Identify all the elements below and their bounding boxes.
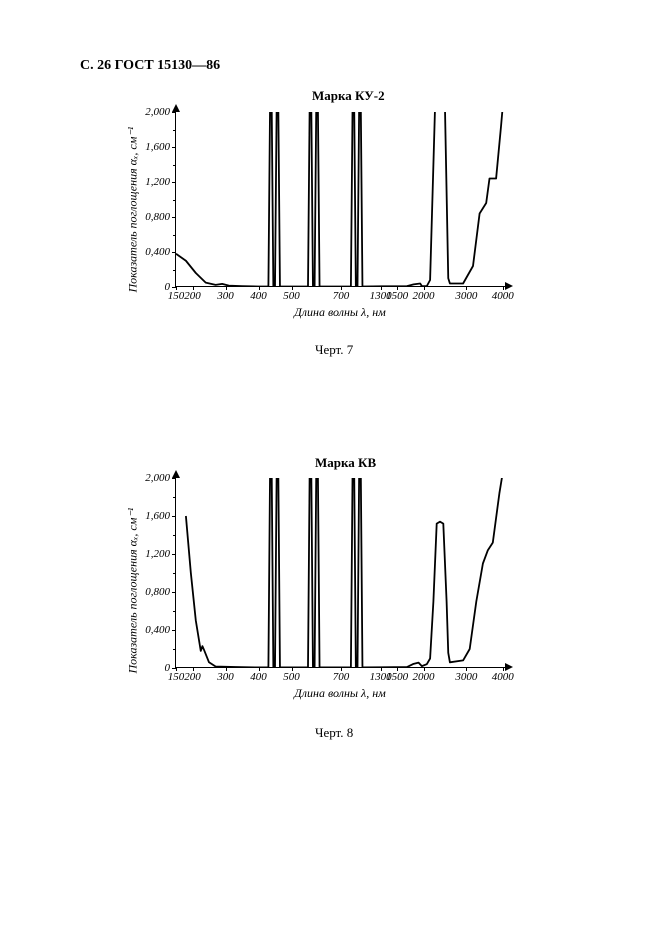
x-tick-label: 300 — [217, 671, 234, 683]
x-tick-label: 2000 — [413, 290, 435, 302]
page-header: С. 26 ГОСТ 15130—86 — [80, 58, 220, 74]
y-tick — [172, 182, 176, 183]
y-tick — [172, 112, 176, 113]
y-tick-label: 1,600 — [145, 141, 170, 153]
x-tick-label: 3000 — [455, 671, 477, 683]
y-tick-minor — [173, 200, 176, 201]
y-tick-label: 1,600 — [145, 510, 170, 522]
y-axis-arrow-icon — [172, 104, 180, 112]
y-tick-minor — [173, 611, 176, 612]
y-tick-label: 0,400 — [145, 624, 170, 636]
y-tick — [172, 217, 176, 218]
x-tick-label: 3000 — [455, 290, 477, 302]
y-tick — [172, 630, 176, 631]
y-tick-label: 2,000 — [145, 106, 170, 118]
x-tick-label: 150 — [168, 671, 185, 683]
x-tick-label: 500 — [283, 671, 300, 683]
y-tick-minor — [173, 573, 176, 574]
y-tick-label: 0,800 — [145, 586, 170, 598]
chart1-xlabel: Длина волны λ, нм — [175, 305, 505, 320]
x-axis-arrow-icon — [505, 282, 513, 290]
y-axis-arrow-icon — [172, 470, 180, 478]
y-tick — [172, 516, 176, 517]
y-tick-minor — [173, 130, 176, 131]
x-tick-label: 400 — [250, 671, 267, 683]
chart2-container: Показатель поглощения αₓ, см⁻¹ 00,4000,8… — [175, 478, 505, 668]
x-tick-label: 700 — [333, 671, 350, 683]
y-tick — [172, 478, 176, 479]
y-tick-minor — [173, 270, 176, 271]
y-tick — [172, 592, 176, 593]
y-tick — [172, 554, 176, 555]
chart2-curve — [176, 478, 506, 668]
chart2-plot: 00,4000,8001,2001,6002,00015020030040050… — [175, 478, 505, 668]
y-tick-label: 0,400 — [145, 246, 170, 258]
x-tick-label: 4000 — [492, 290, 514, 302]
x-tick-label: 500 — [283, 290, 300, 302]
chart1-curve — [176, 112, 506, 287]
y-tick-minor — [173, 649, 176, 650]
chart2-caption: Черт. 8 — [315, 725, 353, 741]
x-axis-arrow-icon — [505, 663, 513, 671]
x-tick-label: 150 — [168, 290, 185, 302]
chart1-ylabel: Показатель поглощения αₓ, см⁻¹ — [126, 127, 141, 293]
chart2-ylabel: Показатель поглощения αₓ, см⁻¹ — [126, 508, 141, 674]
chart1-plot: 00,4000,8001,2001,6002,00015020030040050… — [175, 112, 505, 287]
x-tick-label: 200 — [184, 290, 201, 302]
y-tick-label: 1,200 — [145, 176, 170, 188]
y-tick — [172, 147, 176, 148]
x-tick-label: 4000 — [492, 671, 514, 683]
x-tick-label: 1500 — [386, 290, 408, 302]
y-tick-label: 2,000 — [145, 472, 170, 484]
x-tick-label: 300 — [217, 290, 234, 302]
chart1-caption: Черт. 7 — [315, 342, 353, 358]
y-tick-minor — [173, 235, 176, 236]
y-tick-label: 1,200 — [145, 548, 170, 560]
y-tick-minor — [173, 535, 176, 536]
chart1-container: Показатель поглощения αₓ, см⁻¹ 00,4000,8… — [175, 112, 505, 287]
y-tick-label: 0,800 — [145, 211, 170, 223]
chart2-xlabel: Длина волны λ, нм — [175, 686, 505, 701]
x-tick-label: 2000 — [413, 671, 435, 683]
y-tick-minor — [173, 165, 176, 166]
x-tick-label: 700 — [333, 290, 350, 302]
chart2-title: Марка КВ — [315, 455, 376, 471]
y-tick-minor — [173, 497, 176, 498]
x-tick-label: 200 — [184, 671, 201, 683]
chart1-title: Марка КУ-2 — [312, 88, 385, 104]
y-tick — [172, 252, 176, 253]
x-tick-label: 400 — [250, 290, 267, 302]
x-tick-label: 1500 — [386, 671, 408, 683]
